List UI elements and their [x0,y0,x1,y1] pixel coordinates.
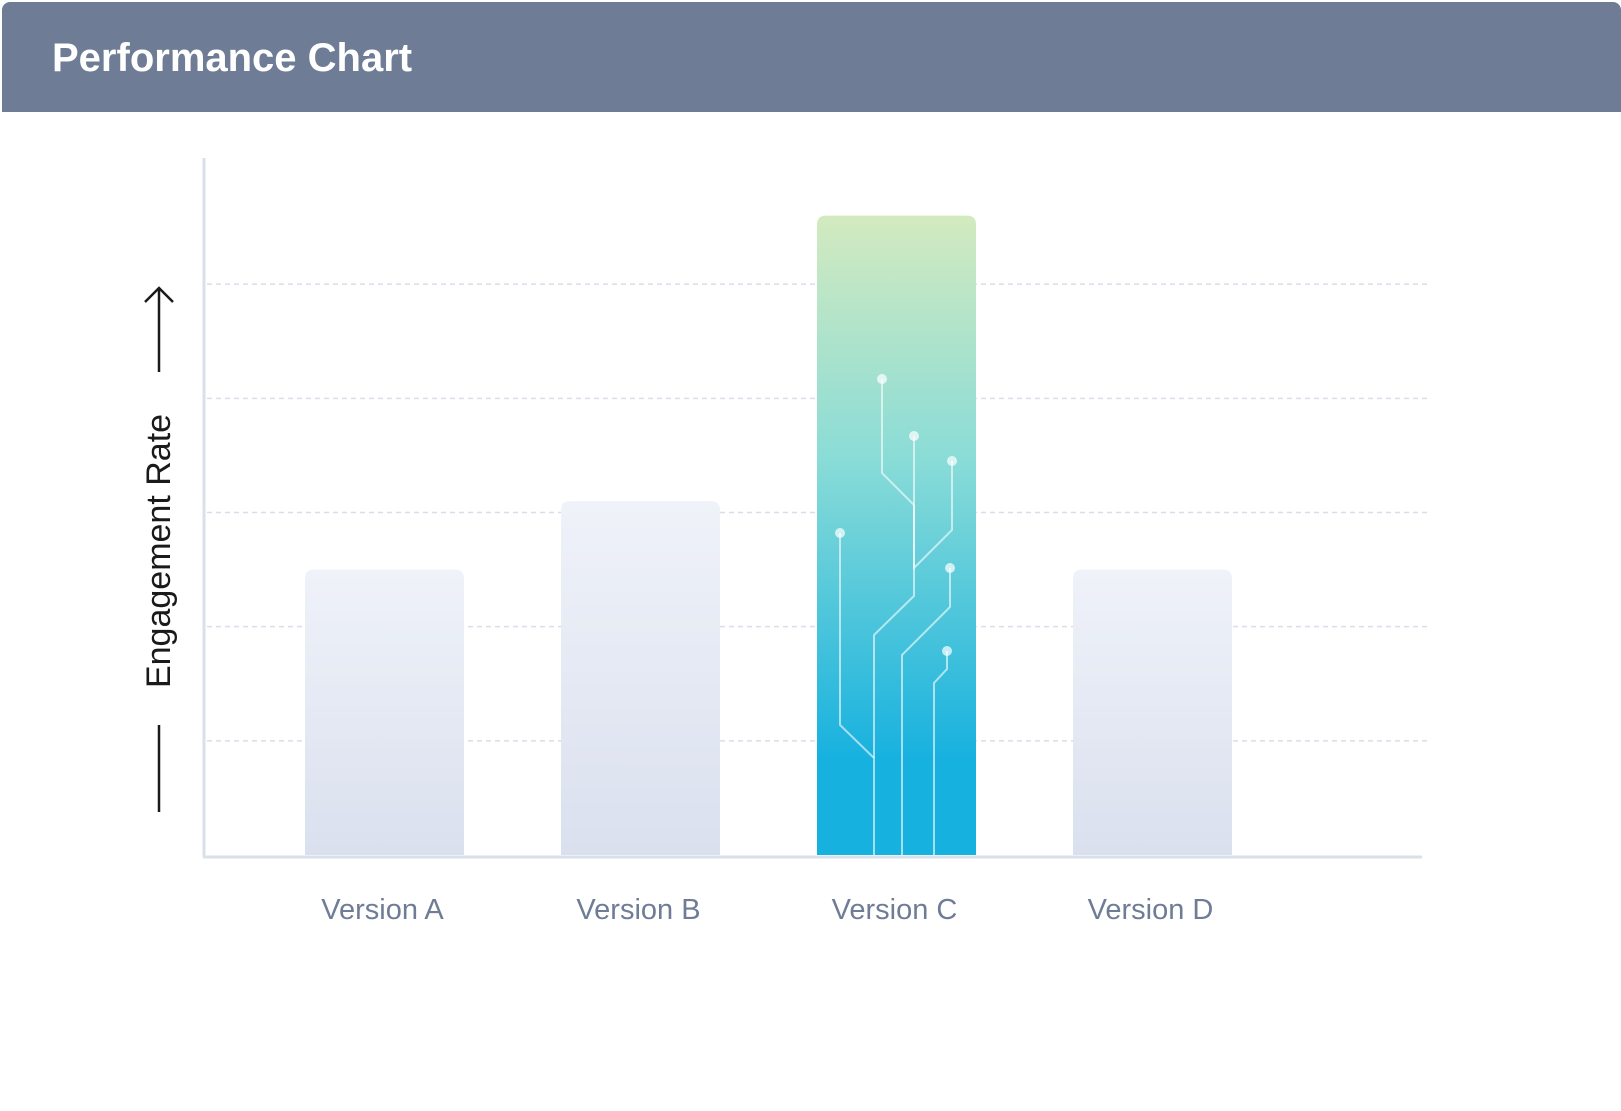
x-tick-label: Version C [832,894,958,926]
bar-version-b [561,501,720,855]
axes [202,158,1422,859]
y-axis-arrow-icon [144,286,174,812]
x-tick-label: Version B [576,894,700,926]
circuit-pattern-icon [835,374,957,855]
bar-version-c [817,215,976,855]
x-tick-label: Version D [1088,894,1214,926]
circuit-trace [933,651,948,855]
y-axis-label: Engagement Rate [140,414,178,688]
chart-header: Performance Chart [2,2,1621,112]
x-tick-label: Version A [321,894,444,926]
x-tick-labels: Version A Version B Version C Version D [321,894,1213,926]
circuit-node [945,563,955,573]
circuit-trace [839,533,875,855]
bar-version-a [305,569,464,855]
circuit-node [835,528,845,538]
circuit-node [877,374,887,384]
chart-title: Performance Chart [52,36,413,80]
circuit-node [909,431,919,441]
circuit-node [942,646,952,656]
bar-version-d [1073,569,1232,855]
bars [305,215,1232,855]
circuit-trace [873,436,915,758]
circuit-trace [901,568,951,855]
circuit-node [947,456,957,466]
y-axis-title: Engagement Rate [140,286,178,812]
